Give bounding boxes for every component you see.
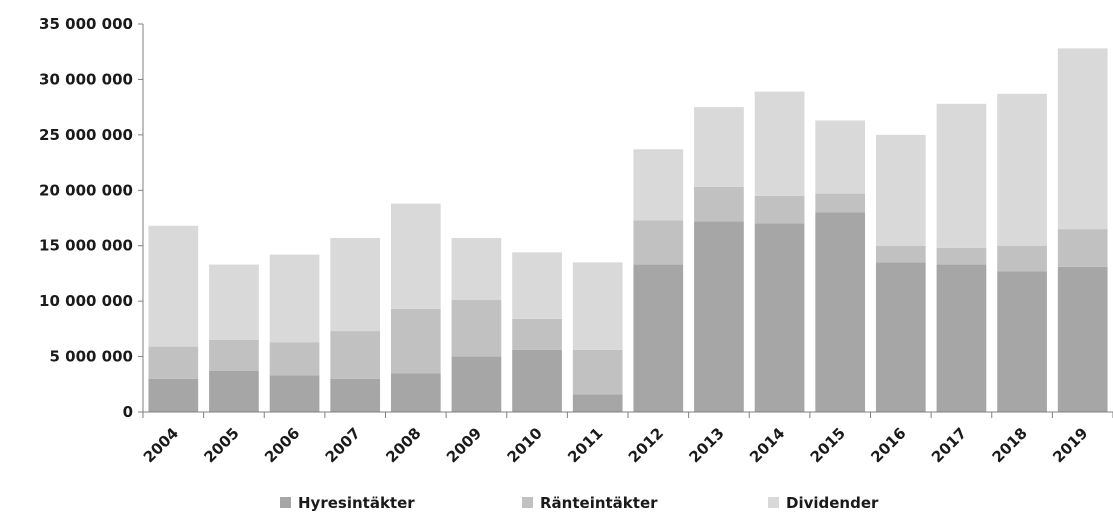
legend-swatch [280, 497, 291, 508]
bar-segment [633, 264, 684, 412]
bar-segment [209, 339, 259, 371]
legend-swatch [522, 497, 533, 508]
bar-segment [512, 349, 562, 412]
bar-segment [1057, 229, 1108, 267]
bar-segment [148, 378, 199, 412]
legend-label: Hyresintäkter [298, 494, 415, 512]
bar-segment [936, 103, 987, 248]
bar-segment [390, 308, 441, 374]
bar-segment [633, 220, 684, 265]
y-axis: 0 5 000 000 10 000 000 15 000 000 20 000 000… [39, 15, 144, 421]
bar-segment [997, 93, 1047, 246]
bar-segment [694, 221, 744, 412]
x-tick-label: 2006 [261, 424, 303, 466]
bar-segment [209, 370, 259, 412]
bar-segment [815, 120, 866, 194]
bar-segment [512, 252, 562, 319]
bar-segment [148, 346, 199, 379]
x-tick-label: 2007 [322, 424, 364, 466]
bar-segment [390, 373, 441, 412]
bar-segment [330, 237, 381, 332]
bar-segment [572, 349, 623, 395]
bar-segment [815, 193, 866, 213]
bar-segment [451, 300, 502, 357]
y-tick-label: 0 [123, 403, 133, 421]
bar-segment [148, 225, 199, 347]
bar-segment [754, 91, 805, 196]
bar-segment [633, 149, 684, 221]
x-tick-label: 2018 [989, 424, 1031, 466]
bar-segment [875, 262, 926, 412]
x-tick-label: 2013 [686, 424, 728, 466]
bar-segment [269, 254, 320, 343]
bar-segment [451, 356, 502, 412]
y-tick-label: 35 000 000 [39, 15, 133, 33]
x-tick-label: 2019 [1049, 424, 1091, 466]
bar-segment [1057, 48, 1108, 230]
x-tick-label: 2014 [746, 424, 788, 466]
legend-label: Ränteintäkter [540, 494, 658, 512]
bar-segment [754, 223, 805, 412]
bar-segment [997, 245, 1047, 272]
bar-segment [512, 318, 562, 350]
x-tick-label: 2016 [867, 424, 909, 466]
bars [148, 48, 1108, 412]
bar-segment [572, 394, 623, 412]
bar-segment [936, 264, 987, 412]
bar-segment [815, 212, 866, 412]
bar-segment [936, 247, 987, 265]
x-tick-label: 2010 [504, 424, 546, 466]
x-tick-label: 2004 [140, 424, 182, 466]
legend-label: Dividender [786, 494, 879, 512]
bar-segment [875, 134, 926, 246]
x-tick-label: 2015 [807, 424, 849, 466]
bar-segment [694, 107, 744, 187]
bar-segment [694, 186, 744, 222]
bar-segment [997, 271, 1047, 412]
legend-swatch [768, 497, 779, 508]
bar-segment [572, 262, 623, 350]
x-tick-label: 2009 [443, 424, 485, 466]
y-tick-label: 20 000 000 [39, 181, 133, 199]
legend: Hyresintäkter Ränteintäkter Dividender [280, 494, 879, 512]
x-tick-label: 2012 [625, 424, 667, 466]
y-tick-label: 30 000 000 [39, 70, 133, 88]
x-tick-label: 2008 [382, 424, 424, 466]
x-tick-label: 2017 [928, 424, 970, 466]
bar-segment [754, 195, 805, 224]
bar-segment [269, 375, 320, 412]
y-tick-label: 5 000 000 [49, 348, 133, 366]
bar-segment [875, 245, 926, 263]
x-axis: 2004 2005 2006 2007 2008 2009 2010 2011 2012 2013… [140, 411, 1113, 466]
x-tick-label: 2005 [201, 424, 243, 466]
bar-segment [390, 203, 441, 309]
y-tick-label: 10 000 000 [39, 292, 133, 310]
bar-segment [330, 378, 381, 412]
bar-segment [1057, 266, 1108, 412]
y-tick-label: 15 000 000 [39, 237, 133, 255]
bar-segment [451, 237, 502, 301]
bar-segment [330, 331, 381, 379]
bar-segment [209, 264, 259, 340]
bar-segment [269, 342, 320, 376]
x-tick-label: 2011 [564, 424, 606, 466]
y-tick-label: 25 000 000 [39, 126, 133, 144]
